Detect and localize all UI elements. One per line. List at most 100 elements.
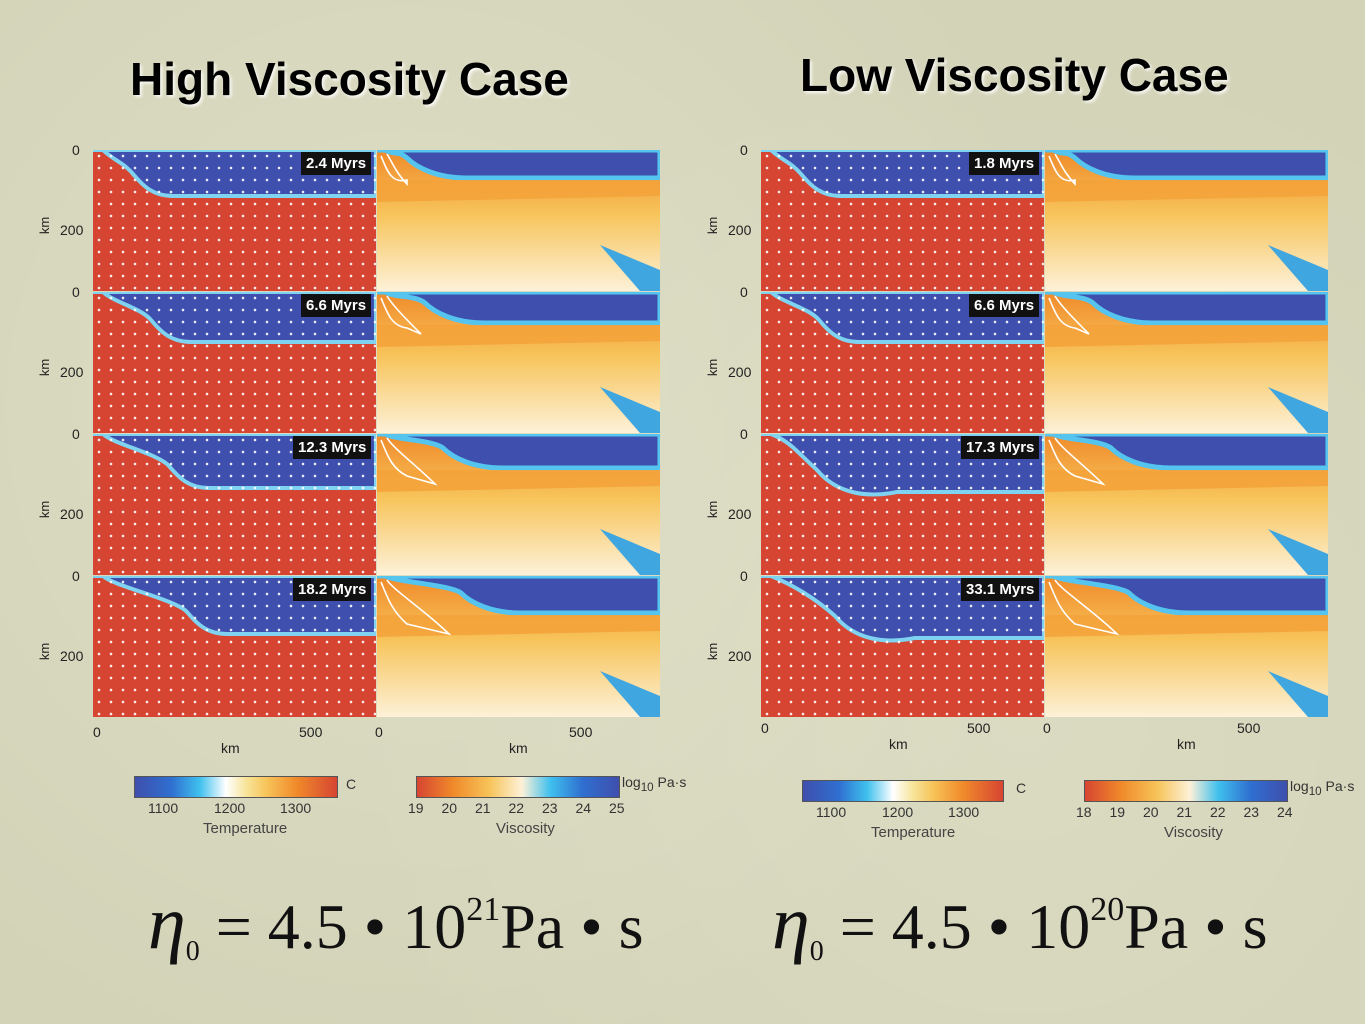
depth-tick-0: 0	[72, 426, 80, 442]
depth-tick-0: 0	[740, 142, 748, 158]
depth-tick-200: 200	[728, 648, 752, 664]
time-label: 33.1 Myrs	[961, 578, 1040, 601]
x-tick: 0	[375, 724, 383, 740]
temperature-tick: 1300	[948, 804, 980, 820]
time-label: 1.8 Myrs	[969, 152, 1040, 175]
viscosity-panel	[377, 292, 660, 433]
depth-tick-0: 0	[72, 284, 80, 300]
viscosity-panel	[1045, 292, 1328, 433]
viscosity-tick: 23	[1243, 804, 1260, 820]
viscosity-unit-subscript: 10	[1308, 784, 1322, 798]
viscosity-panel	[377, 150, 660, 291]
viscosity-tick: 24	[575, 800, 592, 816]
temperature-colorbar	[134, 776, 338, 798]
left-formula: η0 = 4.5 • 1021Pa • s	[148, 880, 644, 968]
viscosity-colorbar	[1084, 780, 1288, 802]
viscosity-field	[1045, 150, 1328, 291]
viscosity-tick: 22	[1210, 804, 1226, 820]
left-figure: 0 200 km 2.4 Myrs 0 200 km 6.6 Myrs 0 200 km 12.3 M…	[30, 130, 686, 850]
viscosity-tick: 23	[542, 800, 558, 816]
viscosity-tick: 21	[1176, 804, 1193, 820]
viscosity-panel	[377, 576, 660, 717]
viscosity-caption: Viscosity	[1164, 824, 1223, 841]
time-label: 12.3 Myrs	[293, 436, 372, 459]
temperature-tick: 1200	[214, 800, 246, 816]
viscosity-field	[377, 576, 660, 717]
time-label: 6.6 Myrs	[969, 294, 1040, 317]
temperature-caption: Temperature	[203, 820, 288, 837]
depth-tick-200: 200	[728, 222, 752, 238]
temperature-tick: 1200	[882, 804, 914, 820]
depth-unit-label: km	[37, 500, 53, 519]
formula-unit: Pa • s	[500, 891, 644, 962]
depth-tick-0: 0	[740, 284, 748, 300]
viscosity-unit-log: log	[1290, 778, 1309, 794]
depth-tick-200: 200	[60, 506, 84, 522]
viscosity-tick: 18	[1076, 804, 1092, 820]
right-figure: 0 200 km 1.8 Myrs 0 200 km 6.6 Myrs 0 200 km 17.3 M…	[698, 130, 1354, 850]
viscosity-tick: 25	[609, 800, 625, 816]
x-unit-label: km	[509, 740, 528, 756]
viscosity-field	[1045, 576, 1328, 717]
viscosity-tick: 22	[508, 800, 525, 816]
depth-unit-label: km	[705, 500, 721, 519]
depth-tick-0: 0	[740, 426, 748, 442]
eta-subscript: 0	[185, 936, 200, 967]
viscosity-unit: log10 Pa·s	[1290, 778, 1354, 798]
viscosity-unit-subscript: 10	[640, 780, 654, 794]
right-case-title: Low Viscosity Case	[800, 49, 1229, 101]
left-case-title: High Viscosity Case	[130, 53, 569, 105]
viscosity-tick: 24	[1277, 804, 1293, 820]
temperature-tick: 1100	[816, 804, 847, 820]
time-label: 6.6 Myrs	[301, 294, 372, 317]
depth-unit-label: km	[705, 358, 721, 377]
viscosity-panel	[1045, 576, 1328, 717]
viscosity-field	[1045, 292, 1328, 433]
temperature-unit: C	[346, 776, 357, 792]
viscosity-tick: 19	[408, 800, 424, 816]
viscosity-field	[377, 292, 660, 433]
x-unit-label: km	[889, 736, 908, 752]
formula-exponent: 20	[1090, 891, 1125, 928]
viscosity-caption: Viscosity	[496, 820, 555, 837]
temperature-colorbar	[802, 780, 1004, 802]
temperature-caption: Temperature	[871, 824, 956, 841]
viscosity-panel	[1045, 150, 1328, 291]
viscosity-unit-rest: Pa·s	[653, 774, 687, 790]
temperature-panel	[93, 292, 376, 433]
eta-subscript: 0	[809, 936, 824, 967]
temperature-panel	[93, 434, 376, 575]
temperature-tick: 1100	[148, 800, 179, 816]
temperature-unit: C	[1016, 780, 1027, 796]
temperature-tick: 1300	[280, 800, 312, 816]
depth-tick-0: 0	[72, 568, 80, 584]
x-tick: 500	[967, 720, 991, 736]
depth-unit-label: km	[705, 216, 721, 235]
viscosity-tick: 19	[1109, 804, 1126, 820]
eta-symbol: η	[148, 881, 186, 965]
x-tick: 0	[93, 724, 101, 740]
viscosity-unit-rest: Pa·s	[1321, 778, 1355, 794]
viscosity-colorbar	[416, 776, 620, 798]
viscosity-field	[377, 150, 660, 291]
x-tick: 500	[299, 724, 323, 740]
depth-unit-label: km	[37, 642, 53, 661]
formula-exponent: 21	[466, 891, 501, 928]
depth-tick-200: 200	[60, 648, 84, 664]
x-tick: 500	[569, 724, 593, 740]
viscosity-field	[1045, 434, 1328, 575]
time-label: 18.2 Myrs	[293, 578, 372, 601]
formula-base: = 4.5 • 10	[199, 891, 467, 962]
depth-tick-200: 200	[728, 364, 752, 380]
time-label: 17.3 Myrs	[961, 436, 1040, 459]
viscosity-field	[377, 434, 660, 575]
viscosity-tick: 20	[1143, 804, 1159, 820]
eta-symbol: η	[772, 881, 810, 965]
x-unit-label: km	[221, 740, 240, 756]
x-tick: 500	[1237, 720, 1261, 736]
time-label: 2.4 Myrs	[301, 152, 372, 175]
viscosity-unit-log: log	[622, 774, 641, 790]
right-formula: η0 = 4.5 • 1020Pa • s	[772, 880, 1268, 968]
depth-tick-0: 0	[72, 142, 80, 158]
depth-tick-200: 200	[728, 506, 752, 522]
